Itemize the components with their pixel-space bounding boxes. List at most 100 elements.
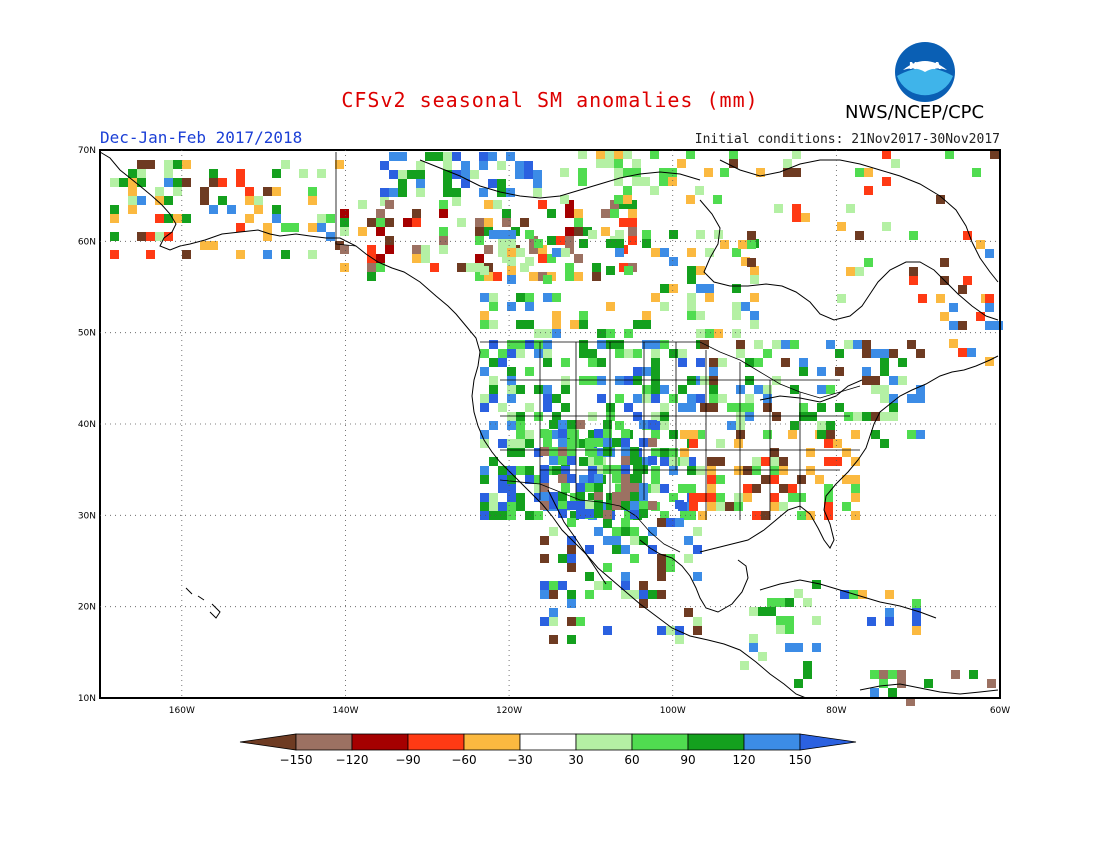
anomaly-cell bbox=[480, 394, 489, 403]
anomaly-cell bbox=[601, 227, 610, 236]
anomaly-cell bbox=[507, 367, 516, 376]
lon-tick-label: 140W bbox=[332, 706, 358, 716]
anomaly-cell bbox=[552, 466, 561, 475]
anomaly-cell bbox=[745, 394, 754, 403]
anomaly-cell bbox=[799, 367, 808, 376]
anomaly-cell bbox=[525, 475, 534, 484]
anomaly-cell bbox=[245, 196, 254, 205]
anomaly-cell bbox=[651, 448, 660, 457]
anomaly-cell bbox=[745, 412, 754, 421]
anomaly-cell bbox=[756, 168, 765, 177]
anomaly-cell bbox=[630, 590, 639, 599]
anomaly-cell bbox=[155, 187, 164, 196]
anomaly-cell bbox=[880, 412, 889, 421]
lat-tick-label: 70N bbox=[78, 146, 96, 156]
anomaly-cell bbox=[489, 457, 498, 466]
anomaly-cell bbox=[680, 457, 689, 466]
anomaly-cell bbox=[567, 635, 576, 644]
anomaly-cell bbox=[949, 339, 958, 348]
anomaly-cell bbox=[963, 276, 972, 285]
anomaly-cell bbox=[885, 590, 894, 599]
anomaly-cell bbox=[716, 502, 725, 511]
anomaly-cell bbox=[576, 483, 585, 492]
anomaly-cell bbox=[525, 403, 534, 412]
anomaly-cell bbox=[594, 500, 603, 509]
anomaly-cell bbox=[218, 196, 227, 205]
anomaly-cell bbox=[110, 250, 119, 259]
anomaly-cell bbox=[824, 439, 833, 448]
anomaly-cell bbox=[605, 150, 614, 159]
anomaly-cell bbox=[489, 511, 498, 520]
anomaly-cell bbox=[624, 376, 633, 385]
anomaly-cell bbox=[615, 239, 624, 248]
anomaly-cell bbox=[497, 161, 506, 170]
anomaly-cell bbox=[558, 447, 567, 456]
anomaly-cell bbox=[781, 340, 790, 349]
colorbar-tick-label: −60 bbox=[451, 753, 476, 767]
anomaly-cell bbox=[788, 484, 797, 493]
anomaly-cell bbox=[909, 231, 918, 240]
anomaly-cell bbox=[772, 340, 781, 349]
anomaly-cell bbox=[209, 178, 218, 187]
anomaly-cell bbox=[412, 254, 421, 263]
anomaly-cell bbox=[597, 448, 606, 457]
anomaly-cell bbox=[880, 349, 889, 358]
anomaly-cell bbox=[837, 222, 846, 231]
anomaly-cell bbox=[687, 376, 696, 385]
anomaly-cell bbox=[558, 581, 567, 590]
anomaly-cell bbox=[606, 266, 615, 275]
anomaly-cell bbox=[516, 466, 525, 475]
anomaly-cell bbox=[680, 511, 689, 520]
anomaly-cell bbox=[457, 263, 466, 272]
anomaly-cell bbox=[817, 367, 826, 376]
anomaly-cell bbox=[687, 394, 696, 403]
anomaly-cell bbox=[885, 608, 894, 617]
anomaly-cell bbox=[525, 302, 534, 311]
anomaly-cell bbox=[558, 438, 567, 447]
anomaly-cell bbox=[716, 457, 725, 466]
anomaly-cell bbox=[732, 329, 741, 338]
anomaly-cell bbox=[734, 439, 743, 448]
anomaly-cell bbox=[416, 170, 425, 179]
anomaly-cell bbox=[835, 403, 844, 412]
anomaly-cell bbox=[752, 484, 761, 493]
anomaly-cell bbox=[889, 412, 898, 421]
anomaly-cell bbox=[480, 367, 489, 376]
anomaly-cell bbox=[439, 227, 448, 236]
anomaly-cell bbox=[687, 293, 696, 302]
anomaly-cell bbox=[628, 236, 637, 245]
anomaly-cell bbox=[534, 475, 543, 484]
anomaly-cell bbox=[799, 403, 808, 412]
anomaly-cell bbox=[621, 429, 630, 438]
anomaly-cell bbox=[770, 457, 779, 466]
anomaly-cell bbox=[624, 266, 633, 275]
anomaly-cell bbox=[570, 439, 579, 448]
anomaly-cell bbox=[788, 493, 797, 502]
anomaly-cell bbox=[525, 257, 534, 266]
anomaly-cell bbox=[630, 501, 639, 510]
anomaly-cell bbox=[516, 421, 525, 430]
anomaly-cell bbox=[498, 239, 507, 248]
anomaly-cell bbox=[907, 430, 916, 439]
anomaly-cell bbox=[700, 403, 709, 412]
anomaly-cell bbox=[543, 385, 552, 394]
anomaly-cell bbox=[732, 284, 741, 293]
anomaly-cell bbox=[963, 231, 972, 240]
anomaly-cell bbox=[182, 214, 191, 223]
anomaly-cell bbox=[597, 376, 606, 385]
anomaly-cell bbox=[543, 275, 552, 284]
anomaly-cell bbox=[776, 598, 785, 607]
anomaly-cell bbox=[743, 466, 752, 475]
anomaly-cell bbox=[498, 230, 507, 239]
lat-tick-label: 30N bbox=[78, 511, 96, 521]
anomaly-cell bbox=[732, 311, 741, 320]
anomaly-cell bbox=[792, 204, 801, 213]
lat-tick-label: 60N bbox=[78, 237, 96, 247]
anomaly-cell bbox=[529, 245, 538, 254]
anomaly-cell bbox=[803, 598, 812, 607]
anomaly-cell bbox=[906, 697, 915, 706]
anomaly-cell bbox=[788, 430, 797, 439]
anomaly-cell bbox=[678, 403, 687, 412]
anomaly-cell bbox=[403, 218, 412, 227]
anomaly-cell bbox=[660, 284, 669, 293]
